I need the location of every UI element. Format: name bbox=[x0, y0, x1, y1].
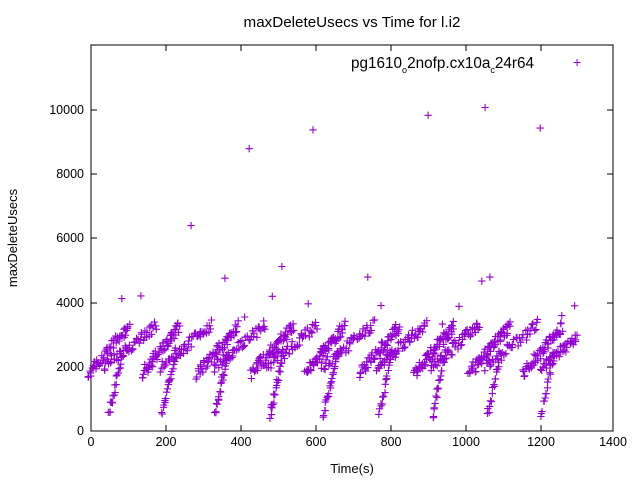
svg-text:0: 0 bbox=[77, 424, 84, 438]
svg-text:6000: 6000 bbox=[56, 231, 84, 245]
svg-text:2000: 2000 bbox=[56, 360, 84, 374]
svg-text:1200: 1200 bbox=[527, 435, 555, 449]
svg-text:4000: 4000 bbox=[56, 296, 84, 310]
svg-text:400: 400 bbox=[231, 435, 252, 449]
svg-text:0: 0 bbox=[88, 435, 95, 449]
svg-text:200: 200 bbox=[156, 435, 177, 449]
svg-text:1000: 1000 bbox=[452, 435, 480, 449]
svg-text:1400: 1400 bbox=[599, 435, 627, 449]
svg-text:10000: 10000 bbox=[49, 103, 84, 117]
svg-text:8000: 8000 bbox=[56, 167, 84, 181]
svg-text:800: 800 bbox=[381, 435, 402, 449]
svg-text:600: 600 bbox=[306, 435, 327, 449]
